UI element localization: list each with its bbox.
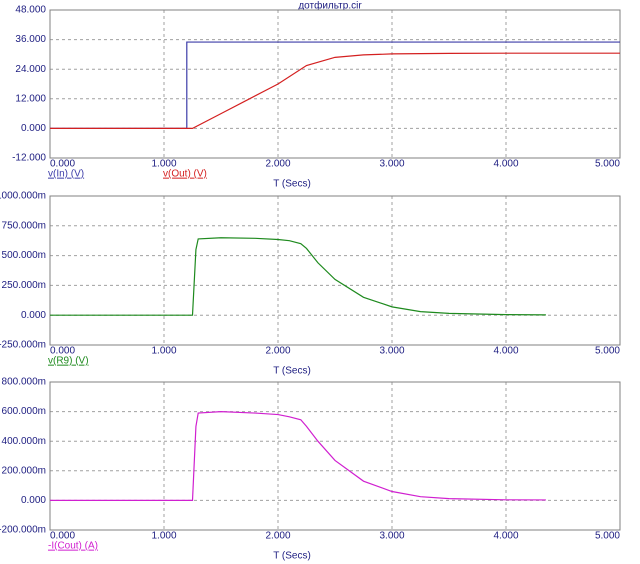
x-tick-label: 2.000: [265, 531, 290, 542]
x-tick-label: 3.000: [379, 346, 404, 357]
x-axis-label: T (Secs): [273, 366, 311, 377]
y-tick-label: 500.000m: [2, 250, 46, 261]
legend-entry: v(Out) (V): [163, 169, 207, 180]
legend-entry: v(In) (V): [48, 169, 84, 180]
x-axis-label: T (Secs): [273, 551, 311, 562]
y-tick-label: 600.000m: [2, 406, 46, 417]
series-line: [50, 52, 620, 129]
x-tick-label: 2.000: [265, 346, 290, 357]
x-tick-label: 5.000: [595, 531, 620, 542]
y-tick-label: 0.000: [21, 310, 46, 321]
x-tick-label: 4.000: [493, 346, 518, 357]
series-line: [50, 410, 546, 501]
y-tick-label: 12.000: [15, 93, 46, 104]
x-tick-label: 5.000: [595, 159, 620, 170]
y-tick-label: -250.000m: [0, 340, 46, 351]
legend-entry: -I(Cout) (A): [48, 541, 98, 552]
x-tick-label: 4.000: [493, 159, 518, 170]
y-tick-label: 36.000: [15, 34, 46, 45]
x-tick-label: 5.000: [595, 346, 620, 357]
series-line: [50, 41, 620, 129]
x-tick-label: 1.000: [151, 531, 176, 542]
x-tick-label: 1.000: [151, 159, 176, 170]
x-tick-label: 0.000: [50, 159, 75, 170]
x-tick-label: 1.000: [151, 346, 176, 357]
y-tick-label: 800.000m: [2, 377, 46, 388]
y-tick-label: 200.000m: [2, 465, 46, 476]
y-tick-label: 400.000m: [2, 436, 46, 447]
plot-frame: [49, 9, 621, 159]
x-axis-label: T (Secs): [273, 179, 311, 190]
y-tick-label: -200.000m: [0, 525, 46, 536]
chart-title: дотфильтр.cir: [298, 0, 362, 12]
x-tick-label: 0.000: [50, 346, 75, 357]
x-tick-label: 0.000: [50, 531, 75, 542]
y-tick-label: 250.000m: [2, 280, 46, 291]
y-tick-label: 24.000: [15, 64, 46, 75]
x-tick-label: 3.000: [379, 531, 404, 542]
y-tick-label: 1000.000m: [0, 191, 46, 202]
legend-entry: v(R9) (V): [48, 356, 89, 367]
series-line: [50, 237, 546, 316]
x-tick-label: 2.000: [265, 159, 290, 170]
plot-frame: [49, 195, 621, 346]
y-tick-label: 48.000: [15, 5, 46, 16]
plot-frame: [49, 381, 621, 531]
x-tick-label: 3.000: [379, 159, 404, 170]
y-tick-label: -12.000: [12, 153, 46, 164]
y-tick-label: 0.000: [21, 495, 46, 506]
y-tick-label: 750.000m: [2, 220, 46, 231]
y-tick-label: 0.000: [21, 123, 46, 134]
x-tick-label: 4.000: [493, 531, 518, 542]
